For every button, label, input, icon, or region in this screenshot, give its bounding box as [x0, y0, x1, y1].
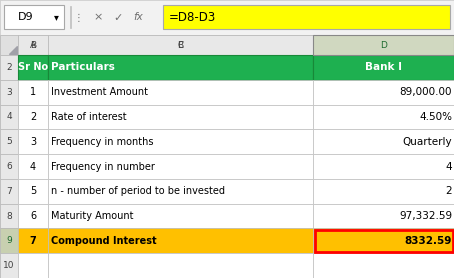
Bar	[0, 55, 18, 80]
Text: =D8-D3: =D8-D3	[169, 11, 216, 24]
Bar	[18, 55, 48, 80]
Text: ×: ×	[94, 13, 103, 23]
Bar	[18, 35, 48, 55]
Text: C: C	[178, 41, 183, 49]
Text: ▾: ▾	[54, 12, 59, 22]
Text: 6: 6	[30, 211, 36, 221]
Bar	[0, 105, 18, 129]
Text: 5: 5	[6, 137, 12, 146]
Text: fx: fx	[133, 13, 143, 23]
Text: A: A	[30, 41, 36, 49]
Bar	[48, 204, 313, 229]
Bar	[48, 55, 313, 80]
Text: 7: 7	[30, 236, 36, 246]
Bar	[0, 229, 18, 253]
Text: B: B	[30, 41, 36, 49]
Bar	[0, 179, 18, 204]
Text: Frequency in months: Frequency in months	[51, 137, 153, 147]
Text: n - number of period to be invested: n - number of period to be invested	[51, 186, 225, 196]
Text: D9: D9	[18, 12, 34, 22]
Text: 8: 8	[6, 212, 12, 220]
Bar	[313, 229, 454, 253]
Bar	[18, 204, 48, 229]
Bar	[313, 253, 454, 278]
Bar	[48, 129, 313, 154]
Bar	[18, 154, 48, 179]
Bar	[0, 80, 18, 105]
Bar	[0, 154, 18, 179]
Bar	[313, 35, 454, 55]
Text: 5: 5	[30, 186, 36, 196]
Text: 10: 10	[3, 261, 15, 270]
Bar	[48, 80, 313, 105]
Bar	[48, 35, 313, 55]
Text: 1: 1	[30, 87, 36, 97]
Text: 2: 2	[30, 112, 36, 122]
Bar	[18, 179, 48, 204]
Text: 4: 4	[6, 112, 12, 121]
Bar	[48, 179, 313, 204]
Text: Investment Amount: Investment Amount	[51, 87, 148, 97]
Bar	[313, 154, 454, 179]
Text: 89,000.00: 89,000.00	[400, 87, 452, 97]
Bar	[315, 230, 453, 252]
Text: 4: 4	[30, 162, 36, 172]
Bar	[18, 253, 48, 278]
Bar	[163, 5, 450, 29]
Bar	[18, 229, 48, 253]
Bar	[48, 105, 313, 129]
Bar	[48, 154, 313, 179]
Bar	[18, 129, 48, 154]
Bar	[313, 80, 454, 105]
Text: 2: 2	[445, 186, 452, 196]
Polygon shape	[9, 46, 17, 54]
Bar	[18, 80, 48, 105]
Text: 4.50%: 4.50%	[419, 112, 452, 122]
Bar	[0, 253, 18, 278]
Bar	[48, 253, 313, 278]
Text: 97,332.59: 97,332.59	[399, 211, 452, 221]
Bar	[313, 105, 454, 129]
Text: B: B	[178, 41, 183, 49]
Bar	[313, 179, 454, 204]
Text: D: D	[380, 41, 387, 49]
Bar	[0, 204, 18, 229]
Text: 3: 3	[6, 88, 12, 97]
Bar	[4, 5, 64, 29]
Text: Maturity Amount: Maturity Amount	[51, 211, 133, 221]
Text: 9: 9	[6, 236, 12, 245]
Text: Quarterly: Quarterly	[402, 137, 452, 147]
Text: Particulars: Particulars	[51, 62, 115, 72]
Text: ⋮: ⋮	[73, 13, 83, 23]
Text: 2: 2	[6, 63, 12, 72]
Text: ✓: ✓	[114, 13, 123, 23]
Bar	[313, 204, 454, 229]
Bar	[313, 55, 454, 80]
Text: Sr No: Sr No	[18, 62, 48, 72]
Bar	[48, 35, 313, 55]
Bar	[70, 6, 71, 28]
Bar	[0, 35, 18, 55]
Text: Compound Interest: Compound Interest	[51, 236, 157, 246]
Text: Frequency in number: Frequency in number	[51, 162, 155, 172]
Text: 4: 4	[445, 162, 452, 172]
Text: 6: 6	[6, 162, 12, 171]
Bar	[0, 0, 454, 35]
Bar	[0, 129, 18, 154]
Bar	[18, 105, 48, 129]
Text: Bank I: Bank I	[365, 62, 402, 72]
Bar	[48, 229, 313, 253]
Bar	[313, 129, 454, 154]
Text: Rate of interest: Rate of interest	[51, 112, 127, 122]
Text: 7: 7	[6, 187, 12, 196]
Bar	[18, 35, 48, 55]
Text: 3: 3	[30, 137, 36, 147]
Text: 8332.59: 8332.59	[405, 236, 452, 246]
